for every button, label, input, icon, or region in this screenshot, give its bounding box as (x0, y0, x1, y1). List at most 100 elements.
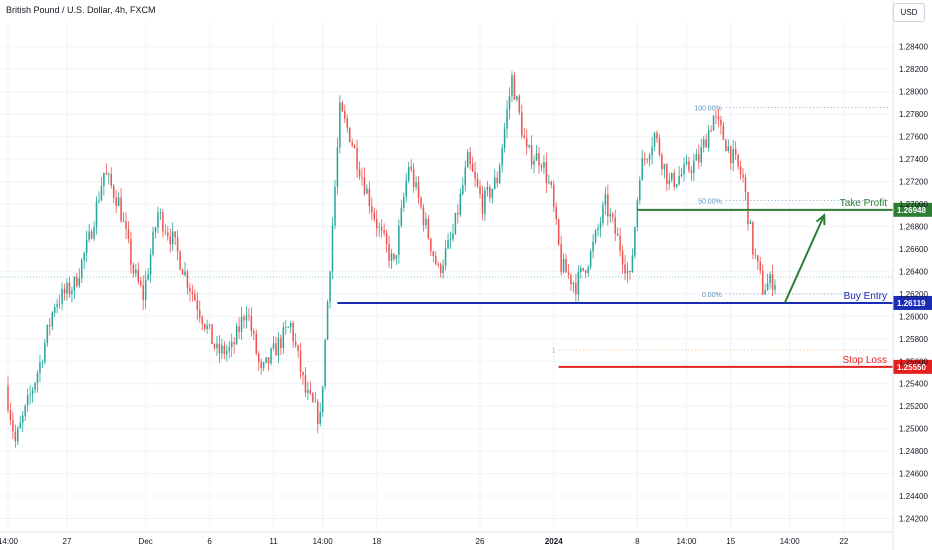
candle (14, 431, 17, 442)
candle (639, 180, 641, 201)
candle (171, 231, 174, 245)
candle (439, 264, 442, 274)
candle (36, 372, 39, 383)
candle (395, 255, 398, 260)
candle (115, 197, 117, 206)
candle (700, 147, 703, 163)
candle (442, 265, 444, 274)
candle (66, 282, 68, 294)
candle (577, 271, 580, 295)
fib-level-label: 100.00% (694, 105, 722, 112)
candle (584, 270, 587, 273)
candle (152, 231, 154, 255)
x-tick-label: 22 (839, 537, 848, 546)
candle (56, 303, 58, 308)
candle (545, 162, 548, 183)
candle (366, 188, 368, 194)
stop-loss-label: Stop Loss (843, 355, 887, 366)
candle (85, 239, 88, 254)
candle (93, 227, 95, 239)
candle (720, 119, 722, 126)
candle (341, 102, 344, 112)
candle (142, 285, 144, 300)
x-tick-label: Dec (139, 537, 153, 546)
candle (12, 419, 14, 432)
candle (159, 212, 162, 214)
candle (432, 251, 435, 256)
candle (656, 133, 658, 139)
candle (194, 293, 196, 301)
candle (653, 133, 656, 147)
y-tick-label: 1.24600 (899, 470, 928, 479)
candle (607, 194, 609, 217)
candle (130, 238, 132, 265)
candle (698, 154, 700, 163)
candle (31, 390, 34, 395)
candle (211, 324, 213, 345)
candle (144, 279, 147, 300)
currency-button[interactable]: USD (893, 3, 925, 22)
candle (774, 285, 776, 290)
candle (661, 154, 663, 170)
stop-dotted-label: 1 (552, 348, 556, 355)
candle (729, 146, 732, 164)
candle (474, 171, 476, 179)
candle (105, 172, 108, 175)
candle (184, 271, 186, 275)
x-tick-label: 15 (726, 537, 735, 546)
candle (213, 344, 216, 349)
candle (9, 410, 12, 420)
candle (292, 323, 294, 342)
candle (260, 361, 262, 369)
candle (695, 154, 698, 161)
candle (390, 253, 393, 261)
candle (312, 393, 314, 402)
candle (7, 385, 9, 411)
candle (238, 326, 240, 332)
candle (375, 218, 378, 229)
candle (737, 154, 739, 167)
candle (49, 324, 51, 327)
candle (690, 170, 693, 173)
candle (280, 337, 282, 348)
candle (678, 176, 680, 185)
candle (604, 194, 607, 206)
candle (570, 274, 572, 285)
candle (196, 300, 199, 310)
x-tick-label: 27 (63, 537, 72, 546)
candle (53, 307, 56, 313)
target-arrow-head (815, 213, 826, 226)
candle (476, 178, 479, 187)
candle (614, 217, 616, 234)
candle (675, 184, 678, 187)
candle (176, 237, 179, 252)
x-tick-label: 14:00 (780, 537, 801, 546)
candle (44, 343, 46, 363)
candle (19, 422, 22, 429)
drawings: 100.00% 50.00% 0.00% 1 Take Profit 1.26948 Buy… (0, 105, 932, 374)
candle (685, 161, 688, 165)
candle (405, 180, 408, 198)
candle (589, 251, 592, 268)
candle (127, 228, 130, 239)
candle (670, 172, 673, 181)
candle (680, 174, 683, 177)
candle (626, 270, 629, 274)
candle (648, 155, 651, 160)
candle (415, 182, 417, 188)
y-tick-label: 1.25400 (899, 380, 928, 389)
candle (302, 372, 304, 376)
take-profit-price-label: 1.26948 (897, 206, 926, 215)
candle (641, 158, 644, 181)
candle (78, 278, 81, 286)
candle (275, 343, 277, 356)
candle (715, 115, 717, 117)
candle (186, 271, 189, 288)
candle (747, 192, 749, 224)
x-tick-label: 26 (476, 537, 485, 546)
candle (489, 186, 491, 198)
y-tick-label: 1.25200 (899, 402, 928, 411)
candle (412, 169, 415, 188)
candle (21, 415, 24, 423)
